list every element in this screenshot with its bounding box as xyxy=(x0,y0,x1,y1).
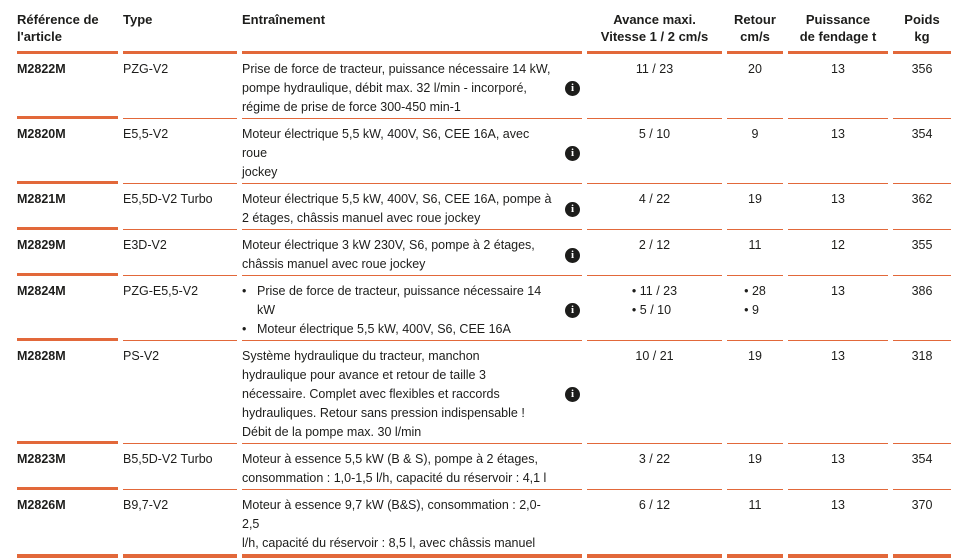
drive-cell: Système hydraulique du tracteur, manchon… xyxy=(242,341,582,444)
info-icon-wrap xyxy=(560,450,582,488)
advance-cell: 4 / 22 xyxy=(587,184,722,230)
bullet-marker: • xyxy=(242,322,247,336)
ref-cell: M2821M xyxy=(17,184,118,230)
drive-description: Moteur électrique 5,5 kW, 400V, S6, CEE … xyxy=(242,127,530,179)
info-icon-wrap: i xyxy=(560,282,582,339)
power-cell: 13 xyxy=(788,341,888,444)
advance-cell: 10 / 21 xyxy=(587,341,722,444)
ref-cell: M2826M xyxy=(17,490,118,558)
ref-cell: M2820M xyxy=(17,119,118,184)
type-cell: E5,5-V2 xyxy=(123,119,237,184)
drive-cell: • Prise de force de tracteur, puissance n… xyxy=(242,276,582,341)
retour-cell: 20 xyxy=(727,54,783,119)
drive-cell: Moteur électrique 5,5 kW, 400V, S6, CEE … xyxy=(242,184,582,230)
drive-description: • Prise de force de tracteur, puissance n… xyxy=(242,282,560,339)
drive-cell: Moteur à essence 5,5 kW (B & S), pompe à… xyxy=(242,444,582,490)
weight-cell: 355 xyxy=(893,230,951,276)
weight-cell: 354 xyxy=(893,444,951,490)
drive-cell: Prise de force de tracteur, puissance né… xyxy=(242,54,582,119)
info-icon-wrap: i xyxy=(560,347,582,442)
power-cell: 13 xyxy=(788,54,888,119)
advance-cell: 6 / 12 xyxy=(587,490,722,558)
retour-cell: • 28 • 9 xyxy=(727,276,783,341)
drive-description: Moteur électrique 3 kW 230V, S6, pompe à… xyxy=(242,238,535,271)
advance-cell: 11 / 23 xyxy=(587,54,722,119)
type-cell: PS-V2 xyxy=(123,341,237,444)
drive-description: Moteur à essence 5,5 kW (B & S), pompe à… xyxy=(242,452,547,485)
ref-cell: M2822M xyxy=(17,54,118,119)
power-cell: 13 xyxy=(788,444,888,490)
info-icon[interactable]: i xyxy=(565,201,580,217)
info-icon-wrap: i xyxy=(560,60,582,117)
product-spec-table: Référence de l'article Type Entraînement Av… xyxy=(17,8,960,558)
retour-cell: 9 xyxy=(727,119,783,184)
power-cell: 13 xyxy=(788,276,888,341)
info-icon-wrap: i xyxy=(560,125,582,182)
retour-cell: 19 xyxy=(727,341,783,444)
weight-cell: 370 xyxy=(893,490,951,558)
drive-bullet-text: Prise de force de tracteur, puissance né… xyxy=(257,284,542,317)
column-header-ref: Référence de l'article xyxy=(17,8,118,54)
retour-values: • 28 • 9 xyxy=(744,284,766,317)
power-cell: 13 xyxy=(788,119,888,184)
retour-cell: 11 xyxy=(727,230,783,276)
type-cell: PZG-E5,5-V2 xyxy=(123,276,237,341)
ref-cell: M2828M xyxy=(17,341,118,444)
drive-bullet-text: Moteur électrique 5,5 kW, 400V, S6, CEE … xyxy=(257,322,511,336)
column-header-drive: Entraînement xyxy=(242,8,582,54)
type-cell: E5,5D-V2 Turbo xyxy=(123,184,237,230)
weight-cell: 354 xyxy=(893,119,951,184)
power-cell: 13 xyxy=(788,184,888,230)
column-header-advance: Avance maxi. Vitesse 1 / 2 cm/s xyxy=(587,8,722,54)
column-header-retour: Retour cm/s xyxy=(727,8,783,54)
drive-cell: Moteur électrique 5,5 kW, 400V, S6, CEE … xyxy=(242,119,582,184)
ref-cell: M2824M xyxy=(17,276,118,341)
info-icon[interactable]: i xyxy=(565,146,580,161)
info-icon-wrap: i xyxy=(560,236,582,274)
drive-description: Moteur électrique 5,5 kW, 400V, S6, CEE … xyxy=(242,192,552,225)
column-header-weight: Poids kg xyxy=(893,8,951,54)
advance-cell: 2 / 12 xyxy=(587,230,722,276)
retour-cell: 19 xyxy=(727,444,783,490)
column-header-type: Type xyxy=(123,8,237,54)
info-icon[interactable]: i xyxy=(565,81,580,96)
info-icon-wrap xyxy=(560,496,582,553)
advance-cell: 3 / 22 xyxy=(587,444,722,490)
weight-cell: 386 xyxy=(893,276,951,341)
weight-cell: 362 xyxy=(893,184,951,230)
drive-description: Prise de force de tracteur, puissance né… xyxy=(242,62,551,114)
info-icon-wrap: i xyxy=(560,190,582,228)
drive-description: Système hydraulique du tracteur, manchon… xyxy=(242,349,525,439)
drive-cell: Moteur électrique 3 kW 230V, S6, pompe à… xyxy=(242,230,582,276)
weight-cell: 356 xyxy=(893,54,951,119)
advance-values: • 11 / 23 • 5 / 10 xyxy=(631,284,678,317)
type-cell: B9,7-V2 xyxy=(123,490,237,558)
retour-cell: 11 xyxy=(727,490,783,558)
weight-cell: 318 xyxy=(893,341,951,444)
type-cell: PZG-V2 xyxy=(123,54,237,119)
bullet-marker: • xyxy=(242,284,247,298)
info-icon[interactable]: i xyxy=(565,247,580,263)
advance-cell: • 11 / 23 • 5 / 10 xyxy=(587,276,722,341)
ref-cell: M2823M xyxy=(17,444,118,490)
advance-cell: 5 / 10 xyxy=(587,119,722,184)
type-cell: E3D-V2 xyxy=(123,230,237,276)
type-cell: B5,5D-V2 Turbo xyxy=(123,444,237,490)
drive-cell: Moteur à essence 9,7 kW (B&S), consommat… xyxy=(242,490,582,558)
power-cell: 12 xyxy=(788,230,888,276)
retour-cell: 19 xyxy=(727,184,783,230)
drive-bullet-item: • Prise de force de tracteur, puissance n… xyxy=(242,282,554,320)
drive-description: Moteur à essence 9,7 kW (B&S), consommat… xyxy=(242,498,541,550)
info-icon[interactable]: i xyxy=(565,303,580,318)
drive-bullet-item: • Moteur électrique 5,5 kW, 400V, S6, CEE… xyxy=(242,320,554,339)
ref-cell: M2829M xyxy=(17,230,118,276)
power-cell: 13 xyxy=(788,490,888,558)
column-header-power: Puissance de fendage t xyxy=(788,8,888,54)
info-icon[interactable]: i xyxy=(565,387,580,402)
